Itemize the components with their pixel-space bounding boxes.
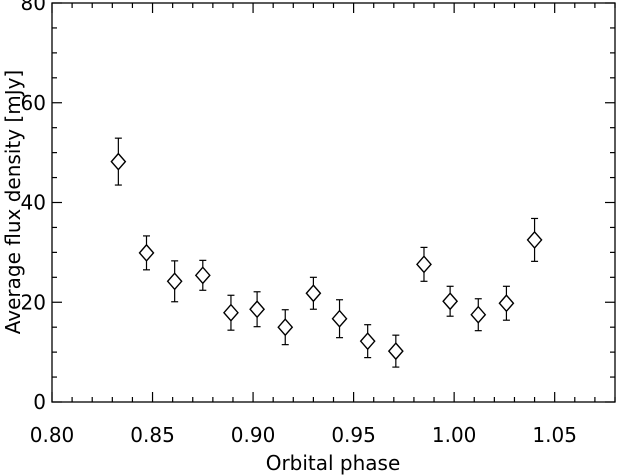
- data-point: [387, 342, 404, 361]
- data-point: [166, 272, 183, 291]
- data-point: [110, 152, 127, 171]
- data-point: [223, 303, 239, 322]
- x-tick-label: 0.95: [331, 423, 376, 447]
- data-point: [498, 294, 515, 313]
- data-point: [194, 266, 211, 285]
- data-point: [277, 318, 294, 337]
- y-axis-title: Average flux density [mJy]: [1, 70, 25, 334]
- y-tick-label: 40: [21, 191, 46, 215]
- x-axis-title: Orbital phase: [266, 451, 401, 475]
- data-point: [138, 243, 155, 262]
- x-tick-label: 0.85: [130, 423, 175, 447]
- data-point: [305, 284, 322, 303]
- y-tick-label: 80: [21, 0, 46, 15]
- x-tick-label: 0.80: [30, 423, 75, 447]
- y-tick-label: 20: [21, 290, 46, 314]
- data-point: [470, 305, 487, 324]
- data-point: [331, 309, 348, 328]
- data-point: [416, 255, 432, 274]
- data-point: [249, 300, 266, 319]
- data-point: [442, 292, 459, 311]
- data-marks: [110, 137, 543, 368]
- y-tick-label: 60: [21, 91, 46, 115]
- data-point: [359, 332, 376, 351]
- axis-ticks: [51, 2, 616, 403]
- plot-frame: [51, 2, 616, 403]
- x-tick-label: 0.90: [231, 423, 276, 447]
- x-tick-label: 1.05: [532, 423, 577, 447]
- tick-labels: 0.80 0.85 0.90 0.95 1.00 1.05 0 20 40 60 80: [21, 0, 577, 447]
- y-tick-label: 0: [33, 390, 46, 414]
- data-point: [526, 230, 543, 249]
- x-tick-label: 1.00: [432, 423, 477, 447]
